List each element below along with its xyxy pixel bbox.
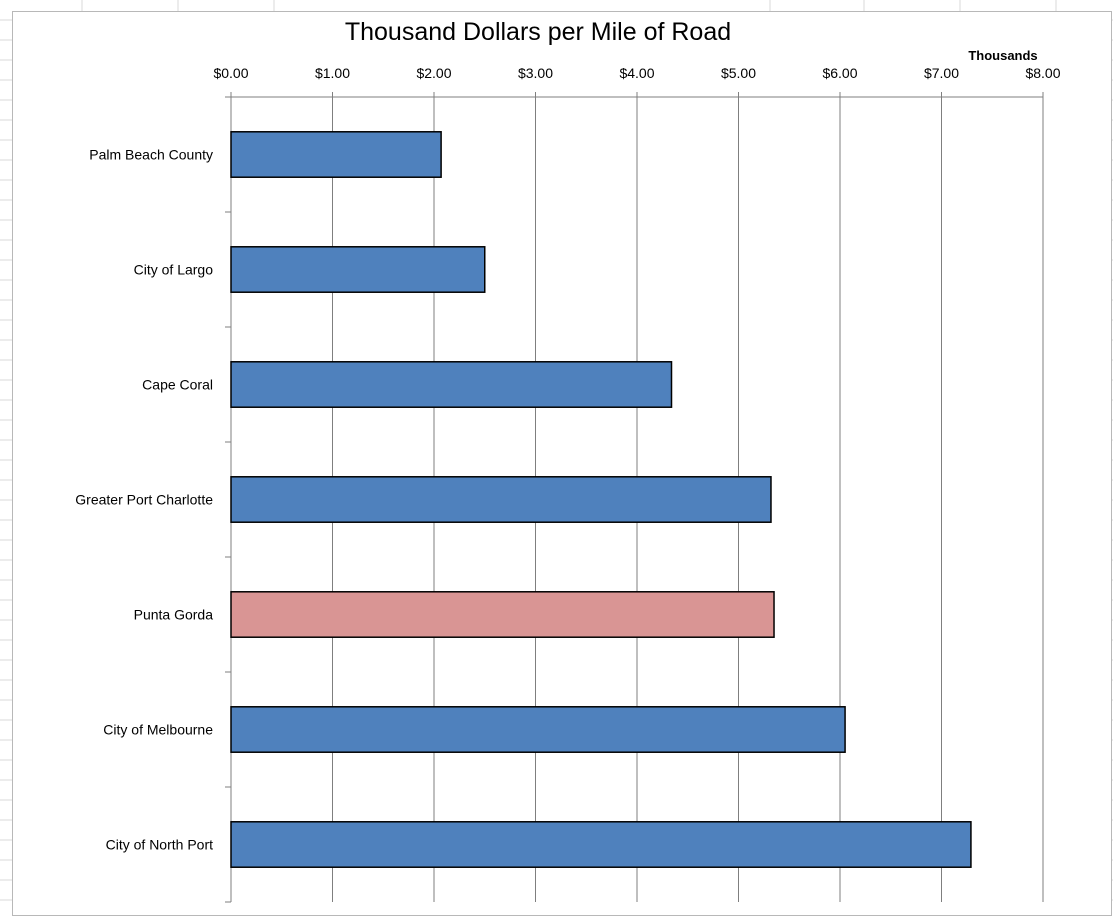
x-tick-label: $2.00 <box>416 65 451 81</box>
bar <box>230 821 972 868</box>
chart-area[interactable]: $0.00 $1.00 $2.00 $3.00 $4.00 $5.00 $6.00 $7.00… <box>12 11 1112 916</box>
category-label: City of Largo <box>134 262 214 278</box>
category-label: Palm Beach County <box>89 147 213 163</box>
category-label: Greater Port Charlotte <box>75 492 213 508</box>
category-label: Punta Gorda <box>134 607 214 623</box>
category-label: Cape Coral <box>142 377 213 393</box>
bar <box>230 706 846 753</box>
x-tick-label: $6.00 <box>822 65 857 81</box>
bar <box>230 361 673 408</box>
x-tick-label: $3.00 <box>518 65 553 81</box>
category-label: City of Melbourne <box>103 722 213 738</box>
x-tick-label: $1.00 <box>315 65 350 81</box>
x-tick-label: $4.00 <box>619 65 654 81</box>
bar <box>230 246 486 293</box>
bar <box>230 131 442 178</box>
bar <box>230 476 772 523</box>
bar <box>230 591 775 638</box>
axis-unit-label: Thousands <box>968 48 1038 63</box>
x-tick-label: $0.00 <box>213 65 248 81</box>
bar-chart: $0.00 $1.00 $2.00 $3.00 $4.00 $5.00 $6.00 $7.00… <box>75 65 1061 903</box>
x-tick-label: $7.00 <box>924 65 959 81</box>
category-label: City of North Port <box>106 837 213 853</box>
chart-title: Thousand Dollars per Mile of Road <box>303 12 773 56</box>
x-tick-label: $8.00 <box>1025 65 1060 81</box>
x-tick-label: $5.00 <box>721 65 756 81</box>
